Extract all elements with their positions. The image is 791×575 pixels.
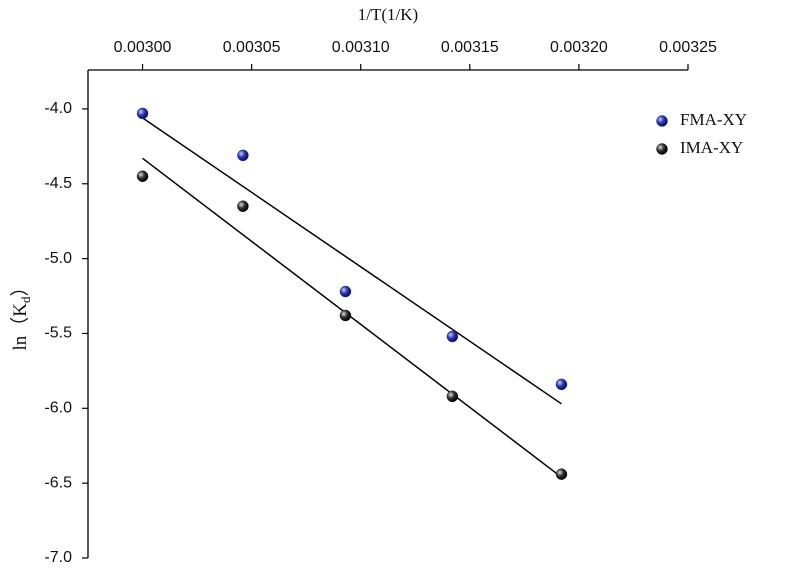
data-point	[237, 149, 249, 162]
x-tick-label: 0.00300	[114, 39, 172, 56]
data-point	[446, 390, 459, 403]
y-tick-label: -6.5	[44, 474, 72, 491]
y-axis-title: ln（Kd）	[9, 277, 33, 350]
data-point	[136, 107, 149, 120]
y-tick-label: -5.0	[44, 250, 72, 267]
fit-line	[142, 117, 562, 405]
y-axis-title-part: ln（K	[9, 303, 31, 351]
data-point	[555, 468, 568, 480]
x-tick-label: 0.00310	[332, 39, 390, 56]
y-tick-label: -7.0	[44, 549, 72, 566]
y-tick-label: -4.5	[44, 175, 72, 192]
fit-line	[142, 157, 562, 478]
x-axis-title: 1/T(1/K)	[358, 5, 418, 24]
y-tick-label: -6.0	[44, 400, 72, 417]
y-axis-title-part: ）	[9, 277, 31, 296]
data-point	[237, 200, 249, 212]
x-tick-label: 0.00320	[550, 39, 608, 56]
legend-label: FMA-XY	[680, 110, 747, 129]
y-tick-label: -4.0	[44, 100, 72, 117]
data-point	[446, 330, 459, 343]
x-tick-label: 0.00305	[223, 39, 281, 56]
y-tick-label: -5.5	[44, 325, 72, 342]
x-tick-label: 0.00325	[659, 39, 717, 56]
data-point	[555, 378, 568, 391]
data-point	[339, 285, 352, 298]
legend-marker	[656, 143, 668, 155]
x-tick-label: 0.00315	[441, 39, 499, 56]
data-point	[339, 309, 352, 322]
data-point	[136, 170, 149, 183]
y-axis-title-sub: d	[18, 296, 33, 303]
legend-label: IMA-XY	[680, 138, 743, 157]
legend-marker	[656, 115, 668, 127]
